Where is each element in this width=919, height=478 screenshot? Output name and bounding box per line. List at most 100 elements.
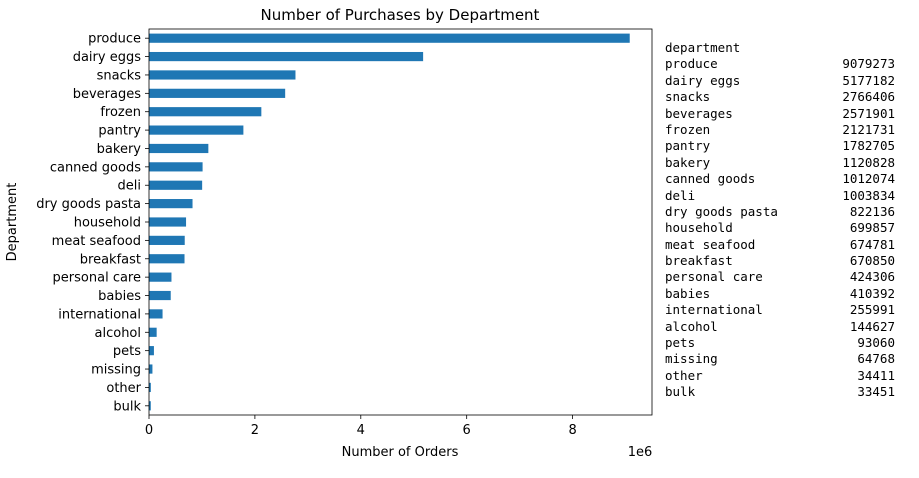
- table-row-count: 410392: [849, 285, 895, 301]
- bar: [149, 235, 185, 245]
- y-tick-label: bulk: [113, 399, 141, 414]
- table-rows: produce 9079273 dairy eggs 5177182 snacks 276…: [665, 56, 895, 400]
- table-row-count: 93060: [857, 335, 895, 351]
- bar: [149, 88, 286, 98]
- table-row-name: dry goods pasta: [665, 203, 778, 219]
- bar: [149, 346, 154, 356]
- table-row: missing 64768: [665, 351, 895, 367]
- x-tick-label: 6: [463, 423, 471, 438]
- bar: [149, 107, 262, 117]
- table-row-count: 670850: [849, 253, 895, 269]
- table-header: department: [665, 40, 741, 55]
- table-row-name: household: [665, 220, 733, 236]
- bar: [149, 33, 630, 43]
- table-row-count: 2121731: [842, 121, 895, 137]
- x-axis-label: Number of Orders: [342, 445, 459, 460]
- bar: [149, 401, 151, 411]
- bars-layer: [149, 33, 630, 411]
- table-row-count: 1120828: [842, 154, 895, 170]
- table-row: household 699857: [665, 220, 895, 236]
- bar: [149, 254, 185, 264]
- y-tick-label: meat seafood: [52, 234, 141, 249]
- y-tick-label: dry goods pasta: [36, 197, 141, 212]
- x-tick-label: 0: [145, 423, 153, 438]
- bar: [149, 180, 203, 190]
- x-tick-label: 8: [568, 423, 576, 438]
- table-row-count: 699857: [849, 220, 895, 236]
- y-tick-label: household: [74, 216, 141, 231]
- table-row-count: 144627: [849, 318, 895, 334]
- table-row: breakfast 670850: [665, 253, 895, 269]
- table-row-name: beverages: [665, 105, 733, 121]
- table-row: snacks 2766406: [665, 89, 895, 105]
- table-row-name: frozen: [665, 121, 711, 137]
- table-row: other 34411: [665, 368, 895, 384]
- bar: [149, 51, 424, 62]
- department-count-table: department produce 9079273 dairy eggs 51771…: [665, 40, 895, 401]
- y-tick-label: alcohol: [95, 326, 141, 341]
- bar: [149, 382, 151, 393]
- bar: [149, 125, 244, 135]
- table-row: meat seafood 674781: [665, 237, 895, 253]
- table-row-name: bakery: [665, 154, 711, 170]
- table-row: canned goods 1012074: [665, 171, 895, 187]
- plot-frame: [148, 28, 653, 416]
- y-tick-label: snacks: [97, 68, 142, 83]
- table-row-count: 1012074: [842, 171, 895, 187]
- bar: [149, 162, 203, 172]
- table-row-name: pets: [665, 335, 696, 351]
- bar: [149, 70, 296, 80]
- bar: [149, 290, 171, 301]
- table-row-name: bulk: [665, 384, 696, 400]
- table-row-name: personal care: [665, 269, 763, 285]
- table-row: deli 1003834: [665, 188, 895, 204]
- table-row-name: international: [665, 302, 763, 318]
- table-row: dry goods pasta 822136: [665, 204, 895, 220]
- table-row: international 255991: [665, 302, 895, 318]
- chart-title: Number of Purchases by Department: [261, 6, 540, 24]
- y-tick-label: babies: [98, 289, 141, 304]
- table-row-count: 64768: [857, 351, 895, 367]
- table-row-name: alcohol: [665, 318, 718, 334]
- table-row-count: 2766406: [842, 89, 895, 105]
- y-tick-label: other: [106, 381, 141, 396]
- bar: [149, 143, 209, 154]
- table-row: frozen 2121731: [665, 122, 895, 138]
- table-row-name: breakfast: [665, 253, 733, 269]
- table-row: produce 9079273: [665, 56, 895, 72]
- table-row-count: 674781: [849, 236, 895, 252]
- x-tick-label: 4: [357, 423, 365, 438]
- table-row: alcohol 144627: [665, 319, 895, 335]
- table-row: pantry 1782705: [665, 138, 895, 154]
- table-row: bulk 33451: [665, 384, 895, 400]
- table-row-count: 9079273: [842, 56, 895, 72]
- table-row-count: 2571901: [842, 105, 895, 121]
- table-row-name: deli: [665, 187, 696, 203]
- y-tick-label: dairy eggs: [73, 50, 142, 65]
- table-row-count: 1782705: [842, 138, 895, 154]
- bar: [149, 272, 172, 282]
- y-tick-label: personal care: [53, 271, 141, 286]
- table-row: babies 410392: [665, 286, 895, 302]
- table-row-name: babies: [665, 285, 711, 301]
- bar: [149, 364, 153, 374]
- table-row-name: other: [665, 367, 703, 383]
- y-tick-label: pets: [113, 344, 141, 359]
- table-row-count: 255991: [849, 302, 895, 318]
- y-tick-label: produce: [88, 32, 141, 47]
- table-row-count: 34411: [857, 367, 895, 383]
- bar: [149, 199, 193, 209]
- table-row-name: dairy eggs: [665, 72, 741, 88]
- table-row-name: snacks: [665, 89, 711, 105]
- table-row: pets 93060: [665, 335, 895, 351]
- table-row: personal care 424306: [665, 269, 895, 285]
- table-row-name: meat seafood: [665, 236, 756, 252]
- y-axis-label: Department: [5, 183, 20, 262]
- bar: [149, 217, 187, 227]
- y-tick-label: missing: [91, 363, 141, 378]
- bar: [149, 309, 163, 319]
- x-tick-label: 2: [251, 423, 259, 438]
- y-tick-label: pantry: [98, 124, 141, 139]
- table-row-count: 424306: [849, 269, 895, 285]
